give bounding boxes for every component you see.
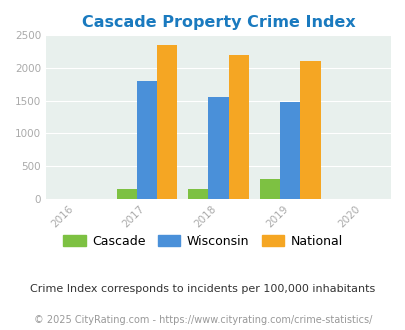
Bar: [228, 55, 248, 199]
Legend: Cascade, Wisconsin, National: Cascade, Wisconsin, National: [58, 230, 347, 253]
Bar: [136, 81, 156, 199]
Bar: [156, 45, 177, 199]
Text: Crime Index corresponds to incidents per 100,000 inhabitants: Crime Index corresponds to incidents per…: [30, 284, 375, 294]
Bar: [280, 102, 300, 199]
Bar: [260, 179, 280, 199]
Bar: [116, 189, 136, 199]
Bar: [188, 189, 208, 199]
Title: Cascade Property Crime Index: Cascade Property Crime Index: [81, 15, 354, 30]
Text: © 2025 CityRating.com - https://www.cityrating.com/crime-statistics/: © 2025 CityRating.com - https://www.city…: [34, 315, 371, 325]
Bar: [208, 97, 228, 199]
Bar: [300, 61, 320, 199]
